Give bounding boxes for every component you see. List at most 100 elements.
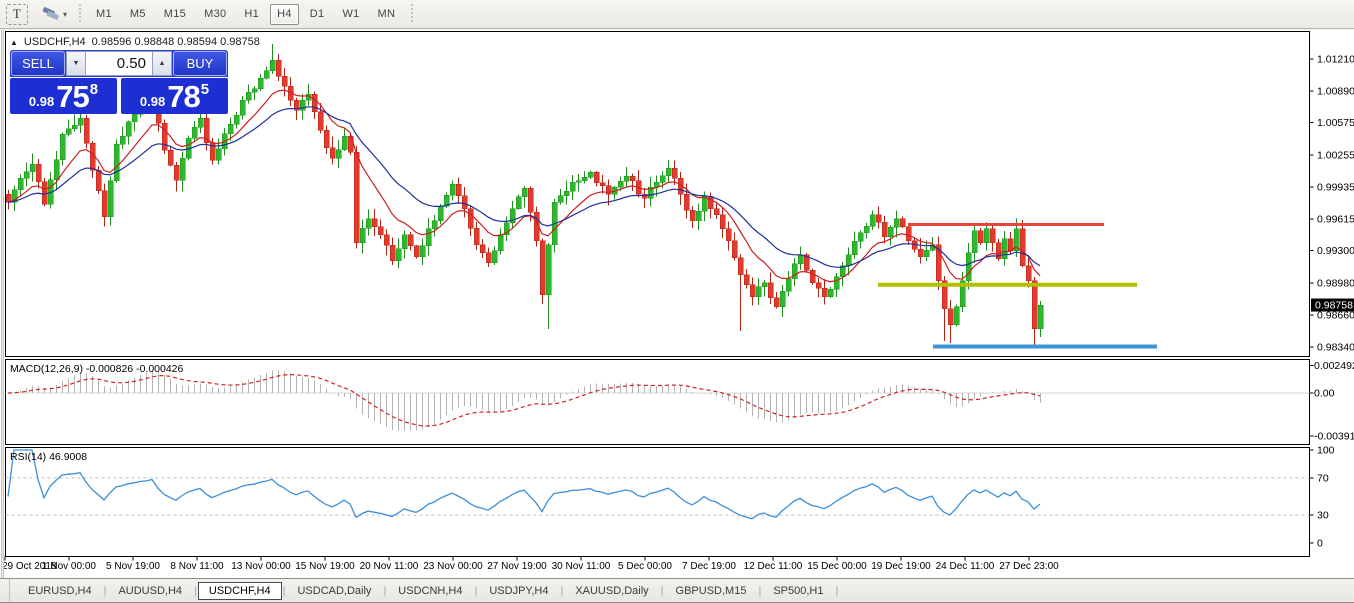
top-toolbar: T ▾ M1 M5 M15 M30 H1 H4 D1 W1 MN	[0, 0, 1354, 29]
svg-text:5 Dec 00:00: 5 Dec 00:00	[618, 561, 672, 572]
svg-text:0.99300: 0.99300	[1317, 245, 1354, 257]
svg-text:0.98340: 0.98340	[1317, 341, 1354, 353]
svg-text:19 Dec 19:00: 19 Dec 19:00	[871, 561, 931, 572]
symbol-tabs: EURUSD,H4 | AUDUSD,H4 | USDCHF,H4 | USDCAD,Dai…	[16, 581, 838, 600]
text-tool-button[interactable]: T	[6, 3, 28, 25]
chart-canvas[interactable]: 1.01210 1.00890 1.00575 1.00255 0.99935 0.996…	[0, 30, 1354, 578]
svg-text:70: 70	[1317, 472, 1329, 484]
tab-separator: |	[660, 584, 664, 597]
chart-title: ▲ USDCHF,H4 0.98596 0.98848 0.98594 0.98…	[10, 36, 260, 48]
tab-usdchf-h4[interactable]: USDCHF,H4	[197, 581, 282, 600]
svg-text:1.00575: 1.00575	[1317, 117, 1354, 129]
lot-size-input[interactable]	[86, 51, 152, 76]
svg-text:27 Nov 19:00: 27 Nov 19:00	[487, 561, 547, 572]
window-splitter[interactable]	[1, 30, 4, 578]
toolbar-grip-end[interactable]	[408, 4, 416, 24]
tab-separator: |	[103, 584, 107, 597]
ohlc-values: 0.98596 0.98848 0.98594 0.98758	[91, 36, 260, 48]
symbol-tabbar: EURUSD,H4 | AUDUSD,H4 | USDCHF,H4 | USDCAD,Dai…	[0, 578, 1354, 603]
buy-price-big: 78	[167, 79, 200, 114]
sell-price-quote[interactable]: 0.98 75 8	[10, 78, 117, 114]
svg-text:-0.003913: -0.003913	[1314, 430, 1354, 442]
tab-usdjpy-h4[interactable]: USDJPY,H4	[489, 584, 549, 597]
rsi-line	[7, 449, 1041, 520]
timeframe-button-mn[interactable]: MN	[377, 8, 396, 20]
timeframe-button-h1[interactable]: H1	[244, 8, 260, 20]
timeframe-button-m15[interactable]: M15	[163, 8, 187, 20]
tab-separator: |	[474, 584, 478, 597]
toolbar-grip[interactable]	[76, 4, 84, 24]
svg-text:0.99935: 0.99935	[1317, 181, 1354, 193]
svg-text:29 Oct 2018: 29 Oct 2018	[2, 561, 57, 572]
svg-text:0.002492: 0.002492	[1314, 360, 1354, 372]
svg-text:100: 100	[1317, 445, 1335, 457]
price-axis[interactable]: 1.01210 1.00890 1.00575 1.00255 0.99935 0.996…	[1309, 54, 1354, 550]
timeframe-button-m30[interactable]: M30	[204, 8, 227, 20]
svg-text:5 Nov 19:00: 5 Nov 19:00	[106, 561, 160, 572]
crayons-icon	[42, 7, 59, 20]
svg-text:0.98660: 0.98660	[1317, 309, 1354, 321]
buy-price-sup: 5	[200, 81, 210, 98]
macd-pane	[5, 359, 1310, 445]
buy-price-quote[interactable]: 0.98 78 5	[121, 78, 228, 114]
sell-button[interactable]: SELL	[11, 51, 65, 76]
timeframe-button-d1[interactable]: D1	[309, 8, 325, 20]
svg-text:0.98758: 0.98758	[1315, 300, 1353, 312]
ma-fast-line	[7, 89, 1041, 283]
objects-tool-button[interactable]: ▾	[38, 4, 70, 24]
svg-text:27 Dec 23:00: 27 Dec 23:00	[999, 561, 1059, 572]
tab-usdcad-daily[interactable]: USDCAD,Daily	[297, 584, 372, 597]
macd-label: MACD(12,26,9) -0.000826 -0.000426	[10, 363, 184, 375]
svg-text:20 Nov 11:00: 20 Nov 11:00	[360, 561, 419, 572]
buy-button[interactable]: BUY	[173, 51, 227, 76]
tab-xauusd-daily[interactable]: XAUUSD,Daily	[575, 584, 649, 597]
svg-text:30 Nov 11:00: 30 Nov 11:00	[552, 561, 611, 572]
svg-text:1 Nov 00:00: 1 Nov 00:00	[42, 561, 96, 572]
tab-separator: |	[560, 584, 564, 597]
svg-text:30: 30	[1317, 510, 1329, 522]
sell-price-small: 0.98	[28, 94, 55, 109]
svg-text:7 Dec 19:00: 7 Dec 19:00	[682, 561, 736, 572]
svg-text:12 Dec 11:00: 12 Dec 11:00	[744, 561, 803, 572]
timeframe-button-m5[interactable]: M5	[129, 8, 146, 20]
sell-price-sup: 8	[89, 81, 99, 98]
svg-text:23 Nov 00:00: 23 Nov 00:00	[423, 561, 483, 572]
svg-text:1.00890: 1.00890	[1317, 86, 1354, 98]
tab-sp500-h1[interactable]: SP500,H1	[773, 584, 824, 597]
lot-decrease-button[interactable]: ▼	[66, 51, 86, 76]
svg-text:24 Dec 11:00: 24 Dec 11:00	[936, 561, 995, 572]
trade-panel-header: SELL ▼ ▲ BUY	[10, 50, 228, 77]
current-price-tag	[1311, 298, 1354, 312]
tab-separator: |	[383, 584, 387, 597]
timeframe-button-h4[interactable]: H4	[270, 3, 299, 25]
tab-gbpusd-m15[interactable]: GBPUSD,M15	[675, 584, 747, 597]
timeframe-button-group: M1 M5 M15 M30 H1 H4 D1 W1 MN	[89, 3, 402, 25]
svg-text:13 Nov 00:00: 13 Nov 00:00	[231, 561, 291, 572]
svg-text:15 Nov 19:00: 15 Nov 19:00	[295, 561, 355, 572]
rsi-label: RSI(14) 46.9008	[10, 451, 87, 463]
svg-text:8 Nov 11:00: 8 Nov 11:00	[170, 561, 224, 572]
timeframe-button-m1[interactable]: M1	[96, 8, 112, 20]
macd-signal-line	[7, 373, 1041, 427]
svg-text:1.01210: 1.01210	[1317, 54, 1354, 66]
tab-eurusd-h4[interactable]: EURUSD,H4	[28, 584, 92, 597]
macd-histogram	[14, 369, 1041, 432]
svg-text:1.00255: 1.00255	[1317, 149, 1354, 161]
tab-audusd-h4[interactable]: AUDUSD,H4	[118, 584, 183, 597]
ma-slow-line	[7, 106, 1041, 268]
svg-text:0.99615: 0.99615	[1317, 214, 1354, 226]
tab-separator: |	[282, 584, 286, 597]
timeframe-button-w1[interactable]: W1	[342, 8, 360, 20]
lot-increase-button[interactable]: ▲	[152, 51, 172, 76]
one-click-trade-panel: SELL ▼ ▲ BUY 0.98 75 8 0.98 78 5	[10, 50, 228, 114]
collapse-panel-icon[interactable]: ▲	[10, 37, 18, 47]
price-pane	[5, 31, 1310, 357]
tabbar-grip[interactable]	[0, 579, 10, 602]
rsi-pane	[5, 447, 1310, 557]
svg-text:15 Dec 00:00: 15 Dec 00:00	[807, 561, 867, 572]
svg-text:0: 0	[1317, 538, 1323, 550]
tab-usdcnh-h4[interactable]: USDCNH,H4	[398, 584, 463, 597]
chevron-down-icon: ▾	[63, 9, 68, 19]
buy-price-small: 0.98	[139, 94, 166, 109]
